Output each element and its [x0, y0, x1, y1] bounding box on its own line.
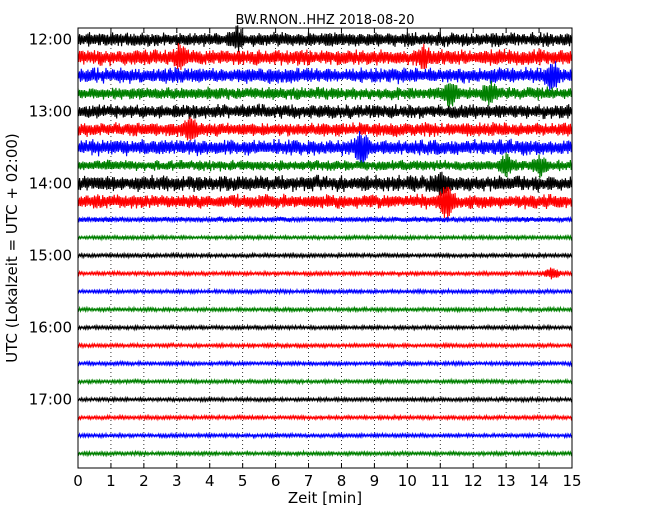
x-tick-label: 7: [304, 472, 314, 490]
trace-line: [77, 267, 573, 280]
x-tick-label: 14: [530, 472, 549, 490]
trace-line: [77, 103, 573, 120]
y-axis-label: UTC (Lokalzeit = UTC + 02:00): [3, 133, 21, 363]
x-tick-label: 11: [431, 472, 450, 490]
trace-line: [77, 233, 573, 242]
trace-line: [77, 251, 573, 260]
trace-line: [77, 413, 573, 422]
x-tick-label: 4: [205, 472, 215, 490]
trace-line: [77, 287, 573, 296]
trace-line: [77, 449, 573, 458]
plot-frame: [77, 27, 573, 469]
trace-line: [77, 359, 573, 368]
x-tick-label: 15: [562, 472, 581, 490]
x-tick-label: 3: [172, 472, 182, 490]
x-tick-label: 6: [271, 472, 281, 490]
trace-group: [77, 25, 573, 458]
x-tick-label: 5: [238, 472, 248, 490]
y-tick-label: 17:00: [29, 391, 72, 409]
x-tick-label: 10: [398, 472, 417, 490]
trace-line: [77, 130, 573, 166]
y-tick-label: 15:00: [29, 247, 72, 265]
trace-line: [77, 305, 573, 314]
x-tick-label: 8: [337, 472, 347, 490]
chart-title: BW.RNON..HHZ 2018-08-20: [235, 13, 414, 28]
x-tick-label: 12: [464, 472, 483, 490]
y-tick-label: 14:00: [29, 175, 72, 193]
x-tick-label: 2: [139, 472, 149, 490]
y-tick-label: 16:00: [29, 319, 72, 337]
trace-line: [77, 341, 573, 350]
x-tick-label: 0: [73, 472, 83, 490]
trace-line: [77, 80, 573, 108]
y-tick-label: 12:00: [29, 31, 72, 49]
trace-line: [77, 171, 573, 196]
y-tick-label: 13:00: [29, 103, 72, 121]
trace-line: [77, 116, 573, 141]
trace-line: [77, 25, 573, 53]
trace-line: [77, 215, 573, 224]
trace-line: [77, 395, 573, 404]
x-tick-label: 9: [370, 472, 380, 490]
trace-line: [77, 152, 573, 179]
x-axis-label: Zeit [min]: [288, 489, 362, 507]
trace-line: [77, 431, 573, 440]
trace-line: [77, 43, 573, 70]
x-tick-label: 1: [106, 472, 116, 490]
trace-line: [77, 186, 573, 219]
trace-line: [77, 377, 573, 386]
trace-line: [77, 61, 573, 91]
trace-line: [77, 323, 573, 332]
grid-lines: [110, 28, 540, 468]
x-tick-label: 13: [497, 472, 516, 490]
axes: 0 1 2 3 4 5 6 7 8 9 10 11 12 13 14 1512:0013:0014:0015:…: [29, 28, 582, 490]
